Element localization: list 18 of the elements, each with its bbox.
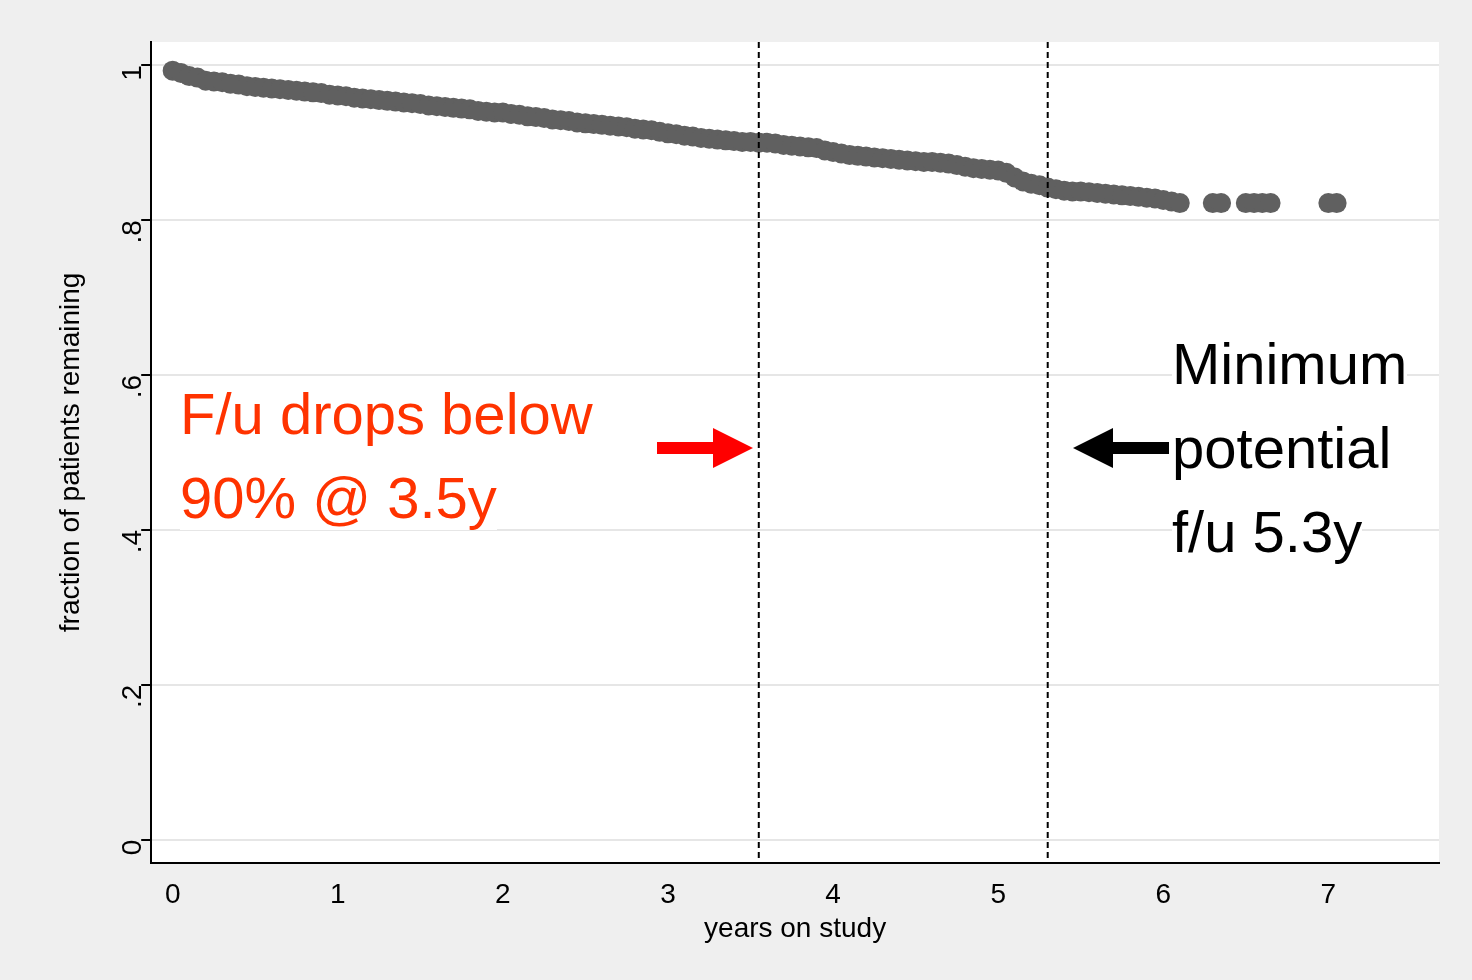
y-tick-label: 1: [115, 65, 147, 81]
y-axis-title: fraction of patients remaining: [53, 272, 85, 633]
x-tick-label: 6: [1155, 878, 1172, 910]
x-tick-label: 5: [990, 878, 1006, 910]
x-tick-label: 3: [660, 878, 676, 910]
x-tick-label: 0: [164, 878, 181, 910]
y-tick-label: 0: [115, 839, 147, 856]
y-tick-label: .6: [115, 374, 147, 399]
x-tick-label: 2: [495, 878, 511, 910]
y-tick-label: .8: [115, 220, 147, 244]
annotation: Minimum potential f/u 5.3y: [1172, 331, 1408, 564]
x-tick-label: 7: [1320, 878, 1337, 910]
x-tick-label: 4: [825, 878, 841, 910]
y-tick-label: .4: [115, 529, 147, 554]
x-tick-label: 1: [329, 878, 346, 910]
annotation: F/u drops below 90% @ 3.5y: [180, 381, 593, 530]
x-axis-title: years on study: [704, 911, 887, 943]
y-tick-label: .2: [115, 684, 147, 709]
